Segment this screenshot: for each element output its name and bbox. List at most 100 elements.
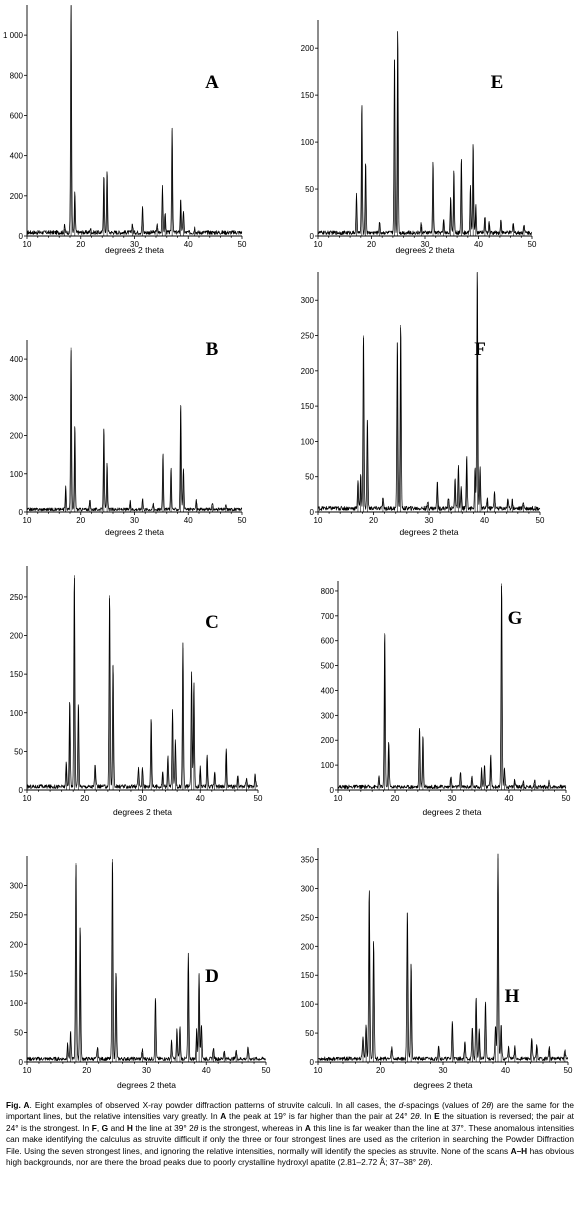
y-tick-label: 100: [10, 709, 24, 718]
caption-segment: θ: [423, 1157, 428, 1168]
caption-segment: ) are the same for the important lines, …: [6, 1100, 574, 1122]
panel-letter: E: [491, 72, 504, 93]
x-tick-label: 40: [505, 794, 514, 803]
y-tick-label: 150: [10, 970, 24, 979]
y-tick-label: 400: [10, 152, 24, 161]
x-tick-label: 10: [314, 516, 323, 525]
y-tick-label: 700: [321, 612, 335, 621]
y-tick-label: 200: [10, 632, 24, 641]
x-tick-label: 40: [474, 240, 483, 249]
y-tick-label: 50: [14, 747, 23, 756]
diffraction-trace: [318, 853, 569, 1062]
y-tick-label: 250: [301, 332, 315, 341]
x-tick-label: 10: [23, 1066, 32, 1075]
y-tick-label: 800: [321, 587, 335, 596]
y-tick-label: 0: [330, 786, 335, 795]
caption-segment: G: [101, 1122, 109, 1133]
caption-segment: H: [126, 1122, 133, 1133]
caption-segment: d: [398, 1100, 404, 1110]
y-tick-label: 300: [10, 881, 24, 890]
caption-segment: ).: [427, 1157, 433, 1168]
x-tick-label: 20: [391, 794, 400, 803]
caption-segment: . In: [419, 1111, 435, 1122]
x-axis-label: degrees 2 theta: [413, 1080, 472, 1090]
y-tick-label: 350: [301, 856, 315, 865]
x-tick-label: 40: [184, 240, 193, 249]
diffraction-trace: [26, 577, 259, 789]
y-tick-label: 250: [10, 593, 24, 602]
pattern-C: 0 50 100 150 200 250 10 20 30 40 50 degrees 2 theta…: [10, 566, 263, 817]
y-tick-label: 0: [19, 232, 24, 241]
y-tick-label: 300: [321, 711, 335, 720]
x-tick-label: 50: [262, 1066, 271, 1075]
y-tick-label: 200: [321, 736, 335, 745]
x-axis-label: degrees 2 theta: [395, 245, 454, 255]
y-tick-label: 100: [301, 1000, 315, 1009]
caption-segment: . Eight examples of observed X-ray powde…: [29, 1100, 399, 1110]
y-tick-label: 600: [321, 637, 335, 646]
diffraction-trace: [26, 350, 243, 512]
caption-segment: the peak at 19° is far higher than the p…: [226, 1111, 415, 1122]
y-tick-label: 200: [301, 942, 315, 951]
y-tick-label: 0: [310, 232, 315, 241]
figure-caption: Fig. A. Eight examples of observed X-ray…: [6, 1100, 574, 1168]
y-tick-label: 50: [305, 185, 314, 194]
pattern-B: 0 100 200 300 400 10 20 30 40 50 degrees 2 theta B: [10, 339, 247, 537]
pattern-A: 0 200 400 600 800 1 000 10 20 30 40 50 degrees 2 th…: [3, 5, 247, 255]
panel-letter: H: [505, 986, 520, 1007]
y-tick-label: 600: [10, 111, 24, 120]
x-tick-label: 40: [501, 1066, 510, 1075]
caption-segment: the line at 39° 2: [132, 1122, 194, 1133]
x-tick-label: 10: [23, 794, 32, 803]
x-tick-label: 30: [439, 1066, 448, 1075]
x-tick-label: 10: [23, 240, 32, 249]
diffraction-trace: [26, 862, 267, 1062]
caption-segment: and: [108, 1122, 127, 1133]
x-tick-label: 20: [376, 1066, 385, 1075]
x-tick-label: 50: [238, 516, 247, 525]
x-tick-label: 50: [536, 516, 545, 525]
x-tick-label: 50: [562, 794, 571, 803]
caption-segment: is the strongest, whereas in: [198, 1122, 305, 1133]
y-tick-label: 200: [301, 44, 315, 53]
y-tick-label: 300: [301, 884, 315, 893]
pattern-F: 0 50 100 150 200 250 300 10 20 30 40 50 degrees 2 th…: [301, 272, 545, 537]
x-tick-label: 30: [425, 516, 434, 525]
y-tick-label: 500: [321, 662, 335, 671]
diffraction-trace: [317, 272, 541, 511]
y-tick-label: 150: [301, 971, 315, 980]
x-tick-label: 10: [314, 240, 323, 249]
x-tick-label: 50: [254, 794, 263, 803]
y-tick-label: 400: [321, 686, 335, 695]
x-tick-label: 10: [334, 794, 343, 803]
y-tick-label: 0: [19, 1058, 24, 1067]
y-tick-label: 100: [301, 437, 315, 446]
pattern-E: 0 50 100 150 200 10 20 30 40 50 degrees 2 theta E: [301, 20, 537, 255]
caption-segment: A: [304, 1122, 311, 1133]
x-axis-label: degrees 2 theta: [105, 245, 164, 255]
panel-letter: G: [508, 608, 523, 629]
x-tick-label: 30: [138, 794, 147, 803]
panel-letter: F: [474, 339, 486, 360]
caption-segment: θ: [486, 1100, 491, 1110]
y-tick-label: 0: [19, 786, 24, 795]
x-tick-label: 40: [196, 794, 205, 803]
x-tick-label: 20: [82, 1066, 91, 1075]
x-tick-label: 10: [314, 1066, 323, 1075]
x-axis-label: degrees 2 theta: [117, 1080, 176, 1090]
y-tick-label: 200: [10, 192, 24, 201]
x-tick-label: 10: [23, 516, 32, 525]
x-tick-label: 30: [130, 516, 139, 525]
x-tick-label: 50: [528, 240, 537, 249]
x-axis-label: degrees 2 theta: [422, 807, 481, 817]
panel-letter: A: [205, 72, 219, 93]
caption-segment: Fig. A: [6, 1100, 30, 1110]
y-tick-label: 1 000: [3, 31, 24, 40]
y-tick-label: 0: [310, 508, 315, 517]
y-tick-label: 100: [301, 138, 315, 147]
y-tick-label: 150: [301, 91, 315, 100]
y-tick-label: 100: [10, 999, 24, 1008]
pattern-H: 0 50 100 150 200 250 300 350 10 20 30 40 50 degrees 2…: [301, 848, 573, 1090]
caption-segment: θ: [414, 1111, 420, 1122]
caption-segment: A–H: [510, 1145, 528, 1156]
